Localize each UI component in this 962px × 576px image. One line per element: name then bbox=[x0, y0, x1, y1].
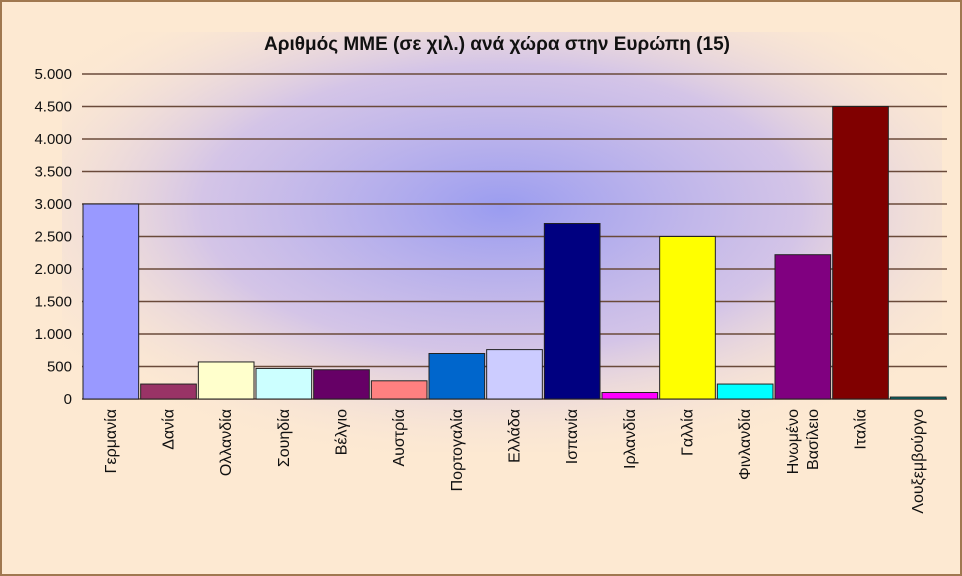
x-tick-label: Γαλλία bbox=[680, 409, 697, 456]
bar bbox=[82, 203, 140, 400]
bar bbox=[197, 361, 255, 400]
bar bbox=[659, 236, 716, 400]
y-axis-ticks: 0 500 1.000 1.500 2.000 2.500 3.000 3.500 4.000 4… bbox=[34, 66, 72, 408]
y-tick-label: 3.500 bbox=[34, 164, 72, 181]
bar bbox=[601, 392, 659, 400]
bar bbox=[370, 380, 428, 400]
y-tick-label: 2.500 bbox=[34, 229, 72, 246]
x-tick-label: Ιρλανδία bbox=[622, 409, 639, 469]
bar bbox=[774, 254, 832, 400]
y-tick-label: 4.500 bbox=[34, 99, 72, 116]
x-axis-labels: Γερμανία Δανία Ολλανδία Σουηδία Βέλγιο Αυστρί… bbox=[103, 409, 927, 514]
x-tick-label: Γερμανία bbox=[103, 409, 120, 473]
x-tick-label: Αυστρία bbox=[391, 409, 408, 467]
x-tick-label: Πορτογαλία bbox=[449, 409, 466, 491]
x-tick-label: Ελλάδα bbox=[507, 409, 524, 463]
bar bbox=[832, 106, 889, 400]
y-tick-label: 0 bbox=[64, 391, 72, 408]
x-tick-label: Βέλγιο bbox=[334, 409, 351, 455]
x-tick-label: Ηνωμένο Βασίλειο bbox=[785, 409, 822, 474]
y-tick-label: 500 bbox=[47, 359, 72, 376]
y-tick-label: 3.000 bbox=[34, 196, 72, 213]
x-tick-label: Φινλανδία bbox=[737, 409, 754, 480]
bar bbox=[255, 367, 313, 400]
bar bbox=[313, 369, 370, 400]
chart-title: Αριθμός ΜΜΕ (σε χιλ.) ανά χώρα στην Ευρώ… bbox=[264, 34, 730, 55]
x-tick-label: Λουξεμβούργο bbox=[910, 409, 927, 514]
bar bbox=[428, 353, 486, 400]
y-tick-label: 1.000 bbox=[34, 326, 72, 343]
bar bbox=[140, 383, 197, 400]
x-tick-label: Ολλανδία bbox=[218, 409, 235, 476]
x-tick-label: Δανία bbox=[161, 409, 178, 450]
y-tick-label: 5.000 bbox=[34, 66, 72, 83]
x-tick-label: Σουηδία bbox=[276, 409, 293, 467]
bar bbox=[543, 223, 601, 400]
x-tick-label: Ισπανία bbox=[564, 409, 581, 464]
bar bbox=[716, 383, 774, 400]
y-tick-label: 2.000 bbox=[34, 261, 72, 278]
bars bbox=[82, 106, 947, 400]
y-tick-label: 4.000 bbox=[34, 131, 72, 148]
x-tick-label: Ιταλία bbox=[853, 409, 870, 450]
bar bbox=[889, 396, 947, 400]
bar bbox=[486, 349, 543, 400]
y-tick-label: 1.500 bbox=[34, 294, 72, 311]
